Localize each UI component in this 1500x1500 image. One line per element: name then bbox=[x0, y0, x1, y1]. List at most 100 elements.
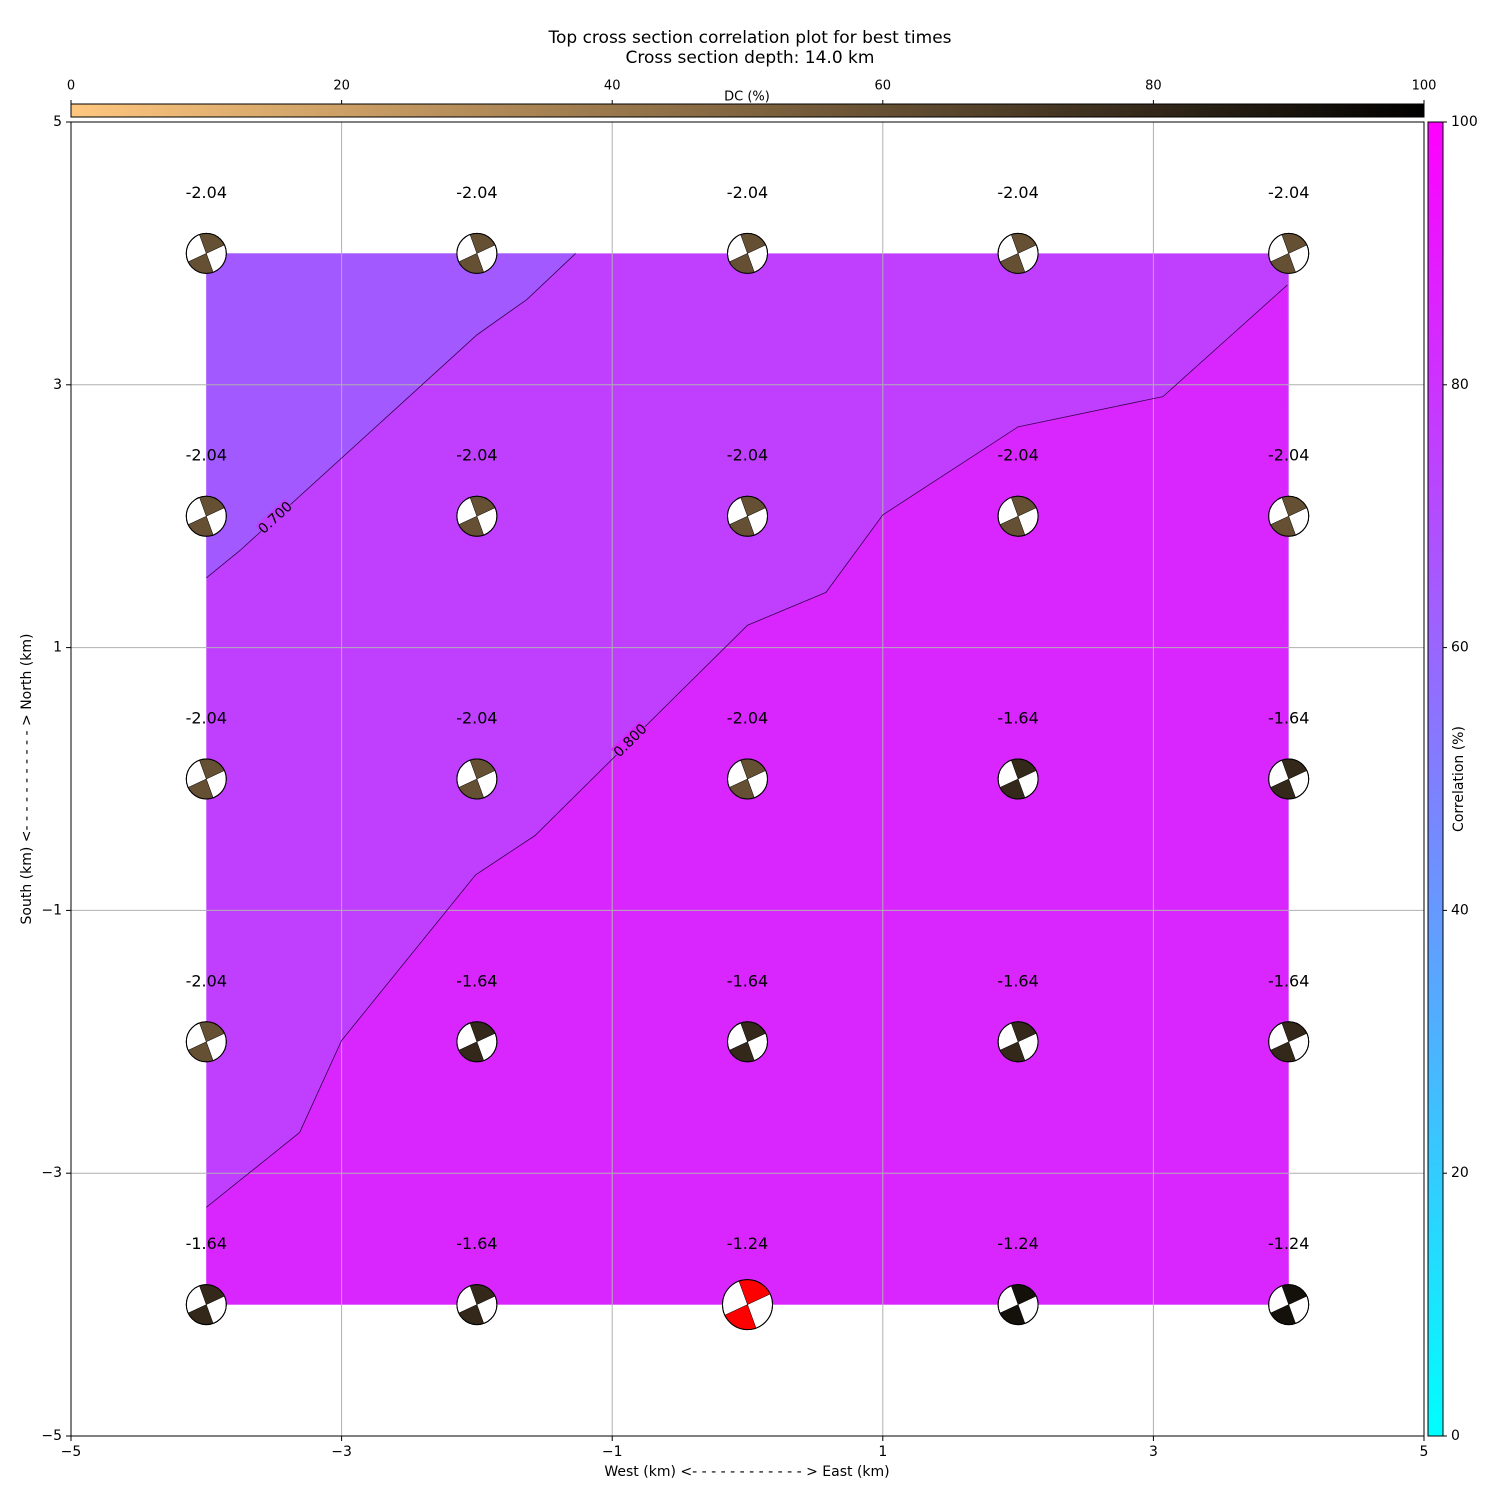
point-label: -1.24 bbox=[1268, 1234, 1309, 1253]
beachball bbox=[185, 232, 227, 274]
beachball bbox=[1268, 232, 1310, 274]
beachball-outline bbox=[1268, 232, 1310, 274]
corr-colorbar-tick-label: 80 bbox=[1451, 377, 1469, 393]
contour-label-bg bbox=[610, 721, 651, 761]
y-tick-label: 3 bbox=[53, 377, 62, 393]
beachball bbox=[727, 758, 768, 800]
plot-frame bbox=[70, 121, 1425, 1437]
beachball-outline bbox=[727, 1021, 768, 1063]
dc-colorbar-tick-label: 100 bbox=[1412, 79, 1437, 94]
beachball-outline bbox=[727, 758, 768, 800]
corr-colorbar-label: Correlation (%) bbox=[1451, 726, 1467, 832]
dc-colorbar-tick-label: 40 bbox=[604, 79, 621, 94]
beachball bbox=[722, 1279, 773, 1331]
point-label: -1.64 bbox=[1268, 709, 1309, 728]
beachball-outline bbox=[997, 1284, 1039, 1326]
beachball bbox=[1268, 1284, 1310, 1326]
beachball bbox=[456, 495, 498, 537]
contour-line bbox=[206, 284, 1288, 1208]
point-label: -2.04 bbox=[186, 183, 227, 202]
x-tick-label: −5 bbox=[61, 1444, 82, 1460]
beachball-outline bbox=[456, 1284, 498, 1326]
corr-colorbar-tick-label: 60 bbox=[1451, 640, 1469, 656]
beachball bbox=[1268, 1021, 1310, 1063]
beachball-outline bbox=[997, 1021, 1039, 1063]
corr-colorbar-tick-label: 0 bbox=[1451, 1428, 1460, 1444]
beachball-outline bbox=[185, 1284, 227, 1326]
beachball bbox=[185, 1021, 227, 1063]
beachball bbox=[185, 1284, 227, 1326]
dc-colorbar bbox=[70, 103, 1425, 118]
corr-colorbar-tick-label: 100 bbox=[1451, 114, 1478, 130]
point-label: -2.04 bbox=[186, 446, 227, 465]
beachball bbox=[185, 495, 227, 537]
point-label: -1.24 bbox=[727, 1234, 768, 1253]
point-label: -2.04 bbox=[186, 709, 227, 728]
beachball-outline bbox=[727, 232, 768, 274]
y-tick-label: 1 bbox=[53, 640, 62, 656]
beachball bbox=[456, 1284, 498, 1326]
y-axis-label: South (km) <- - - - - - - - - - - > Nort… bbox=[19, 634, 35, 925]
point-label: -1.64 bbox=[727, 971, 768, 990]
beachball-outline bbox=[997, 758, 1039, 800]
beachball-outline bbox=[727, 495, 768, 537]
beachball-outline bbox=[997, 232, 1039, 274]
point-label: -1.64 bbox=[186, 1234, 227, 1253]
beachball-outline bbox=[1268, 1284, 1310, 1326]
point-label: -2.04 bbox=[1268, 183, 1309, 202]
dc-colorbar-tick-label: 80 bbox=[1145, 79, 1162, 94]
corr-colorbar bbox=[1427, 121, 1444, 1437]
dc-colorbar-label: DC (%) bbox=[724, 90, 770, 105]
x-axis-label: West (km) <- - - - - - - - - - - - > Eas… bbox=[604, 1464, 889, 1480]
point-label: -2.04 bbox=[456, 709, 497, 728]
beachball bbox=[456, 1021, 498, 1063]
beachball bbox=[185, 758, 227, 800]
x-tick-label: 1 bbox=[878, 1444, 887, 1460]
beachball-outline bbox=[997, 495, 1039, 537]
y-tick-label: −3 bbox=[41, 1165, 62, 1181]
beachball bbox=[1268, 495, 1310, 537]
beachball-outline bbox=[185, 1021, 227, 1063]
beachball bbox=[727, 1021, 768, 1063]
beachball bbox=[456, 232, 498, 274]
point-label: -2.04 bbox=[456, 183, 497, 202]
y-tick-label: −5 bbox=[41, 1428, 62, 1444]
point-label: -2.04 bbox=[456, 446, 497, 465]
point-label: -2.04 bbox=[727, 709, 768, 728]
beachball bbox=[997, 1284, 1039, 1326]
beachball bbox=[997, 232, 1039, 274]
beachball bbox=[997, 495, 1039, 537]
beachball bbox=[456, 758, 498, 800]
beachball-outline bbox=[185, 232, 227, 274]
dc-colorbar-tick-label: 20 bbox=[333, 79, 350, 94]
dc-colorbar-tick-label: 0 bbox=[67, 79, 75, 94]
dc-colorbar-tick-label: 60 bbox=[875, 79, 892, 94]
beachball bbox=[727, 232, 768, 274]
beachball-outline bbox=[456, 495, 498, 537]
point-label: -1.64 bbox=[1268, 971, 1309, 990]
point-label: -1.64 bbox=[456, 971, 497, 990]
x-tick-label: 3 bbox=[1149, 1444, 1158, 1460]
beachball-outline bbox=[456, 1021, 498, 1063]
beachball-outline bbox=[185, 495, 227, 537]
x-tick-label: 5 bbox=[1420, 1444, 1429, 1460]
y-tick-label: 5 bbox=[53, 114, 62, 130]
beachball bbox=[997, 1021, 1039, 1063]
point-label: -1.64 bbox=[997, 709, 1038, 728]
contour-line bbox=[206, 253, 576, 579]
point-label: -2.04 bbox=[186, 971, 227, 990]
chart-subtitle: Cross section depth: 14.0 km bbox=[626, 48, 875, 68]
y-tick-label: −1 bbox=[41, 902, 62, 918]
beachball-outline bbox=[722, 1279, 773, 1331]
point-label: -2.04 bbox=[997, 183, 1038, 202]
beachball-outline bbox=[1268, 495, 1310, 537]
x-tick-label: −3 bbox=[331, 1444, 352, 1460]
point-label: -1.24 bbox=[997, 1234, 1038, 1253]
corr-colorbar-tick-label: 40 bbox=[1451, 902, 1469, 918]
point-label: -2.04 bbox=[1268, 446, 1309, 465]
beachball-outline bbox=[456, 232, 498, 274]
chart-title: Top cross section correlation plot for b… bbox=[547, 28, 951, 48]
point-label: -2.04 bbox=[727, 446, 768, 465]
beachball-outline bbox=[456, 758, 498, 800]
